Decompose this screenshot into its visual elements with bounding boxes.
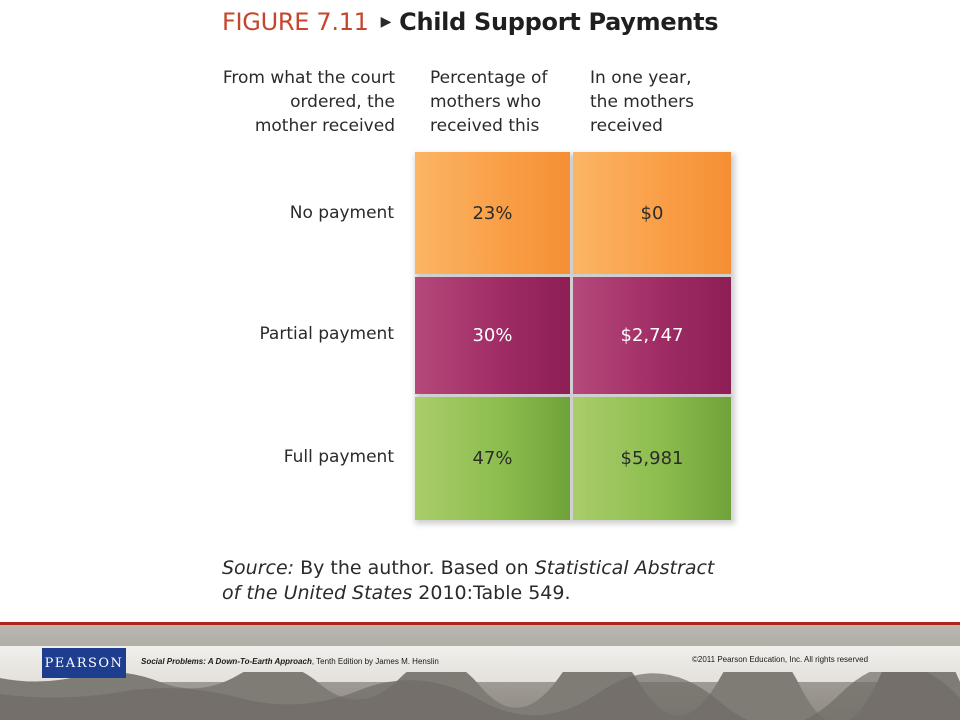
column-header-line: the mothers [590, 92, 695, 112]
column-header-line: received this [430, 116, 540, 136]
data-table: 23% $0 30% $2,747 47% $5,981 [411, 150, 735, 526]
cell-no-payment-amount: $0 [573, 152, 731, 274]
pearson-logo: PEARSON [42, 648, 126, 678]
row-label-no-payment: No payment [289, 203, 394, 223]
cell-value: 47% [472, 448, 513, 469]
cell-value: $0 [640, 202, 664, 224]
play-arrow-icon: ▶ [380, 14, 392, 30]
cell-no-payment-percentage: 23% [415, 152, 570, 274]
cell-full-payment-percentage: 47% [415, 397, 570, 520]
cell-value: $2,747 [620, 325, 684, 346]
cell-partial-payment-amount: $2,747 [573, 277, 731, 394]
source-label: Source: [222, 557, 295, 579]
column-header-line: Percentage of [430, 68, 548, 88]
column-header-line: From what the court [222, 68, 395, 88]
book-title: Social Problems: A Down-To-Earth Approac… [141, 657, 312, 666]
column-header-line: In one year, [590, 68, 692, 88]
column-header-line: ordered, the [290, 92, 395, 112]
figure-number: FIGURE 7.11 [222, 8, 369, 36]
column-header-amount: In one year, the mothers received [590, 66, 694, 138]
cell-value: 30% [472, 325, 513, 346]
column-header-line: mothers who [430, 92, 542, 112]
book-credit: Social Problems: A Down-To-Earth Approac… [141, 657, 439, 666]
source-publication: Statistical Abstract [534, 557, 715, 579]
source-text: By the author. Based on [294, 557, 535, 579]
footer-divider [0, 622, 960, 625]
source-publication: of the United States [222, 582, 413, 604]
logo-text: PEARSON [44, 655, 124, 671]
column-header-court-ordered: From what the court ordered, the mother … [223, 66, 395, 138]
figure-name: Child Support Payments [399, 8, 719, 36]
source-text: 2010:Table 549. [412, 582, 571, 604]
cell-value: 23% [472, 202, 513, 224]
figure-title: FIGURE 7.11 ▶ Child Support Payments [222, 4, 719, 40]
footer-band [0, 646, 960, 682]
column-header-percentage: Percentage of mothers who received this [430, 66, 547, 138]
column-header-line: received [590, 116, 663, 136]
row-label-full-payment: Full payment [283, 447, 394, 467]
cell-full-payment-amount: $5,981 [573, 397, 731, 520]
cell-value: $5,981 [620, 448, 684, 469]
cell-partial-payment-percentage: 30% [415, 277, 570, 394]
footer-texture [0, 672, 960, 720]
source-note: Source: By the author. Based on Statisti… [222, 556, 714, 606]
book-edition: , Tenth Edition by James M. Henslin [311, 657, 439, 666]
row-label-partial-payment: Partial payment [259, 324, 394, 344]
copyright-notice: ©2011 Pearson Education, Inc. All rights… [692, 655, 869, 664]
column-header-line: mother received [254, 116, 395, 136]
